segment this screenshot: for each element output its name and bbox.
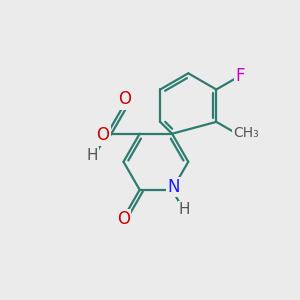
Text: O: O	[96, 126, 110, 144]
Text: H: H	[86, 148, 98, 163]
Text: O: O	[118, 90, 131, 108]
Text: CH₃: CH₃	[233, 126, 259, 140]
Text: O: O	[117, 210, 130, 228]
Text: F: F	[235, 67, 245, 85]
Text: N: N	[167, 178, 180, 196]
Text: H: H	[179, 202, 190, 217]
